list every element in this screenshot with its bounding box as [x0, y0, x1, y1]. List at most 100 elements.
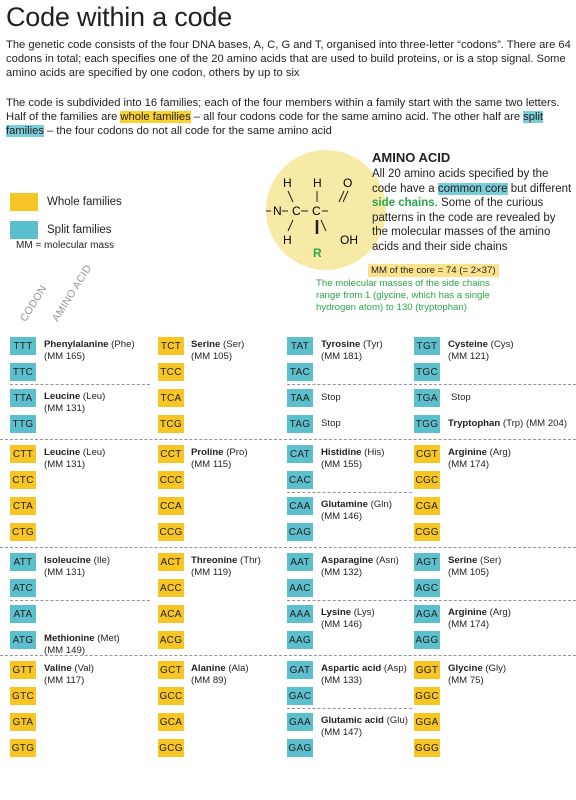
codon-cell: AAG: [287, 631, 313, 649]
split-divider: [10, 384, 150, 385]
codon-cell: GAC: [287, 687, 313, 705]
legend-whole-label: Whole families: [47, 196, 122, 208]
codon-cell: ATA: [10, 605, 36, 623]
legend: Whole families Split families: [10, 188, 122, 244]
codon-cell: AAC: [287, 579, 313, 597]
codon-cell: GTT: [10, 661, 36, 679]
codon-cell: TAT: [287, 337, 313, 355]
legend-whole: Whole families: [10, 188, 122, 216]
family-row: CTT CTC CTA CTG Leucine (Leu) (MM 131) CCT CCC C…: [0, 439, 576, 549]
codon-cell: CAC: [287, 471, 313, 489]
amino-acid-label: Serine (Ser) (MM 105): [448, 555, 501, 578]
h-top-middle: H: [313, 176, 322, 190]
amino-acid-name: Histidine: [321, 447, 362, 458]
codon-cell: TTG: [10, 415, 36, 433]
r-group: R: [313, 246, 322, 260]
molecular-mass: (MM 121): [448, 350, 490, 362]
split-divider: [414, 600, 576, 601]
split-divider: [287, 492, 412, 493]
amino-acid-label: Tyrosine (Tyr) (MM 181): [321, 339, 383, 362]
amino-acid-label: Lysine (Lys) (MM 146): [321, 607, 375, 630]
split-divider: [10, 600, 150, 601]
amino-acid-name: Leucine: [44, 447, 81, 458]
molecular-mass: (MM 115): [191, 458, 232, 470]
amino-acid-abbr: (Ala): [225, 663, 249, 674]
amino-acid-label: Serine (Ser) (MM 105): [191, 339, 244, 362]
molecular-mass: (MM 181): [321, 350, 363, 362]
side-chains-highlight: side chains: [372, 197, 435, 210]
amino-acid-abbr: (Gln): [367, 499, 392, 510]
stop-label: Stop: [321, 392, 341, 403]
family-row: ATT ATC ATA ATG Isoleucine (Ile) (MM 131) Meth…: [0, 547, 576, 657]
amino-acid-abbr: (Asn): [373, 555, 399, 566]
molecular-mass: (MM 131): [44, 402, 86, 414]
molecular-mass: (MM 165): [44, 350, 86, 362]
h-bottom: H: [283, 233, 292, 247]
molecular-mass: (MM 132): [321, 566, 363, 578]
codon-cell: CCA: [158, 497, 184, 515]
intro2-text-a: The code is subdivided into 16 families;…: [6, 97, 560, 124]
molecular-mass: (MM 105): [448, 566, 490, 578]
codon-cell: AGT: [414, 553, 440, 571]
stop-label: Stop: [321, 418, 341, 429]
codon-cell: GGT: [414, 661, 440, 679]
amino-acid-abbr: (Asp): [381, 663, 407, 674]
molecular-mass: (MM 89): [191, 674, 227, 686]
stop-label: Stop: [451, 392, 471, 403]
codon-cell: TGG: [414, 415, 440, 433]
c-alpha: C: [292, 204, 301, 218]
common-core-highlight: common core: [437, 182, 508, 195]
codon-cell: GGG: [414, 739, 440, 757]
codon-cell: TCC: [158, 363, 184, 381]
amino-acid-name: Leucine: [44, 391, 81, 402]
codon-cell: AAA: [287, 605, 313, 623]
amino-acid-abbr: (Glu): [383, 715, 408, 726]
codon-cell: CAA: [287, 497, 313, 515]
codon-cell: GCG: [158, 739, 184, 757]
amino-acid-name: Valine: [44, 663, 72, 674]
aa-text-2: but different: [507, 182, 572, 195]
amino-acid-label: Isoleucine (Ile) (MM 131): [44, 555, 110, 578]
amino-acid-abbr: (Arg): [486, 607, 511, 618]
codon-cell: CGG: [414, 523, 440, 541]
amino-acid-name: Threonine: [191, 555, 238, 566]
amino-acid-label: Arginine (Arg) (MM 174): [448, 607, 511, 630]
molecular-mass: (MM 131): [44, 458, 86, 470]
amino-acid-name: Tryptophan: [448, 418, 501, 429]
molecular-mass: (MM 174): [448, 458, 490, 470]
amino-acid-core-circle: [266, 150, 386, 270]
codon-cell: CCG: [158, 523, 184, 541]
amino-acid-label: Leucine (Leu) (MM 131): [44, 391, 105, 414]
whole-families-highlight: whole families: [120, 111, 191, 124]
mm-note: MM = molecular mass: [16, 240, 115, 251]
codon-cell: CTA: [10, 497, 36, 515]
codon-cell: CTT: [10, 445, 36, 463]
legend-split: Split families: [10, 216, 122, 244]
amino-acid-abbr: (Arg): [486, 447, 511, 458]
codon-cell: TGT: [414, 337, 440, 355]
amino-acid-label: Valine (Val) (MM 117): [44, 663, 94, 686]
split-divider: [287, 384, 412, 385]
amino-acid-label: Cysteine (Cys) (MM 121): [448, 339, 514, 362]
amino-acid-label: Threonine (Thr) (MM 119): [191, 555, 261, 578]
codon-cell: ACA: [158, 605, 184, 623]
amino-acid-label: Proline (Pro) (MM 115): [191, 447, 248, 470]
amino-acid-abbr: (Pro): [223, 447, 248, 458]
amino-acid-name: Isoleucine: [44, 555, 91, 566]
amino-acid-name: Serine: [448, 555, 478, 566]
codon-cell: CGC: [414, 471, 440, 489]
molecular-mass: (MM 146): [321, 510, 363, 522]
codon-cell: CAT: [287, 445, 313, 463]
codon-cell: CCC: [158, 471, 184, 489]
molecular-mass: (MM 149): [44, 644, 86, 656]
amino-acid-abbr: (Ser): [477, 555, 502, 566]
codon-cell: TAC: [287, 363, 313, 381]
codon-cell: GAT: [287, 661, 313, 679]
family-row: GTT GTC GTA GTG Valine (Val) (MM 117) GCT GCC GC…: [0, 655, 576, 765]
amino-acid-name: Asparagine: [321, 555, 374, 566]
amino-acid-label: Arginine (Arg) (MM 174): [448, 447, 511, 470]
amino-acid-name: Glutamic acid: [321, 715, 384, 726]
codon-cell: GCT: [158, 661, 184, 679]
amino-acid-abbr: (His): [361, 447, 385, 458]
amino-acid-label: Alanine (Ala) (MM 89): [191, 663, 249, 686]
